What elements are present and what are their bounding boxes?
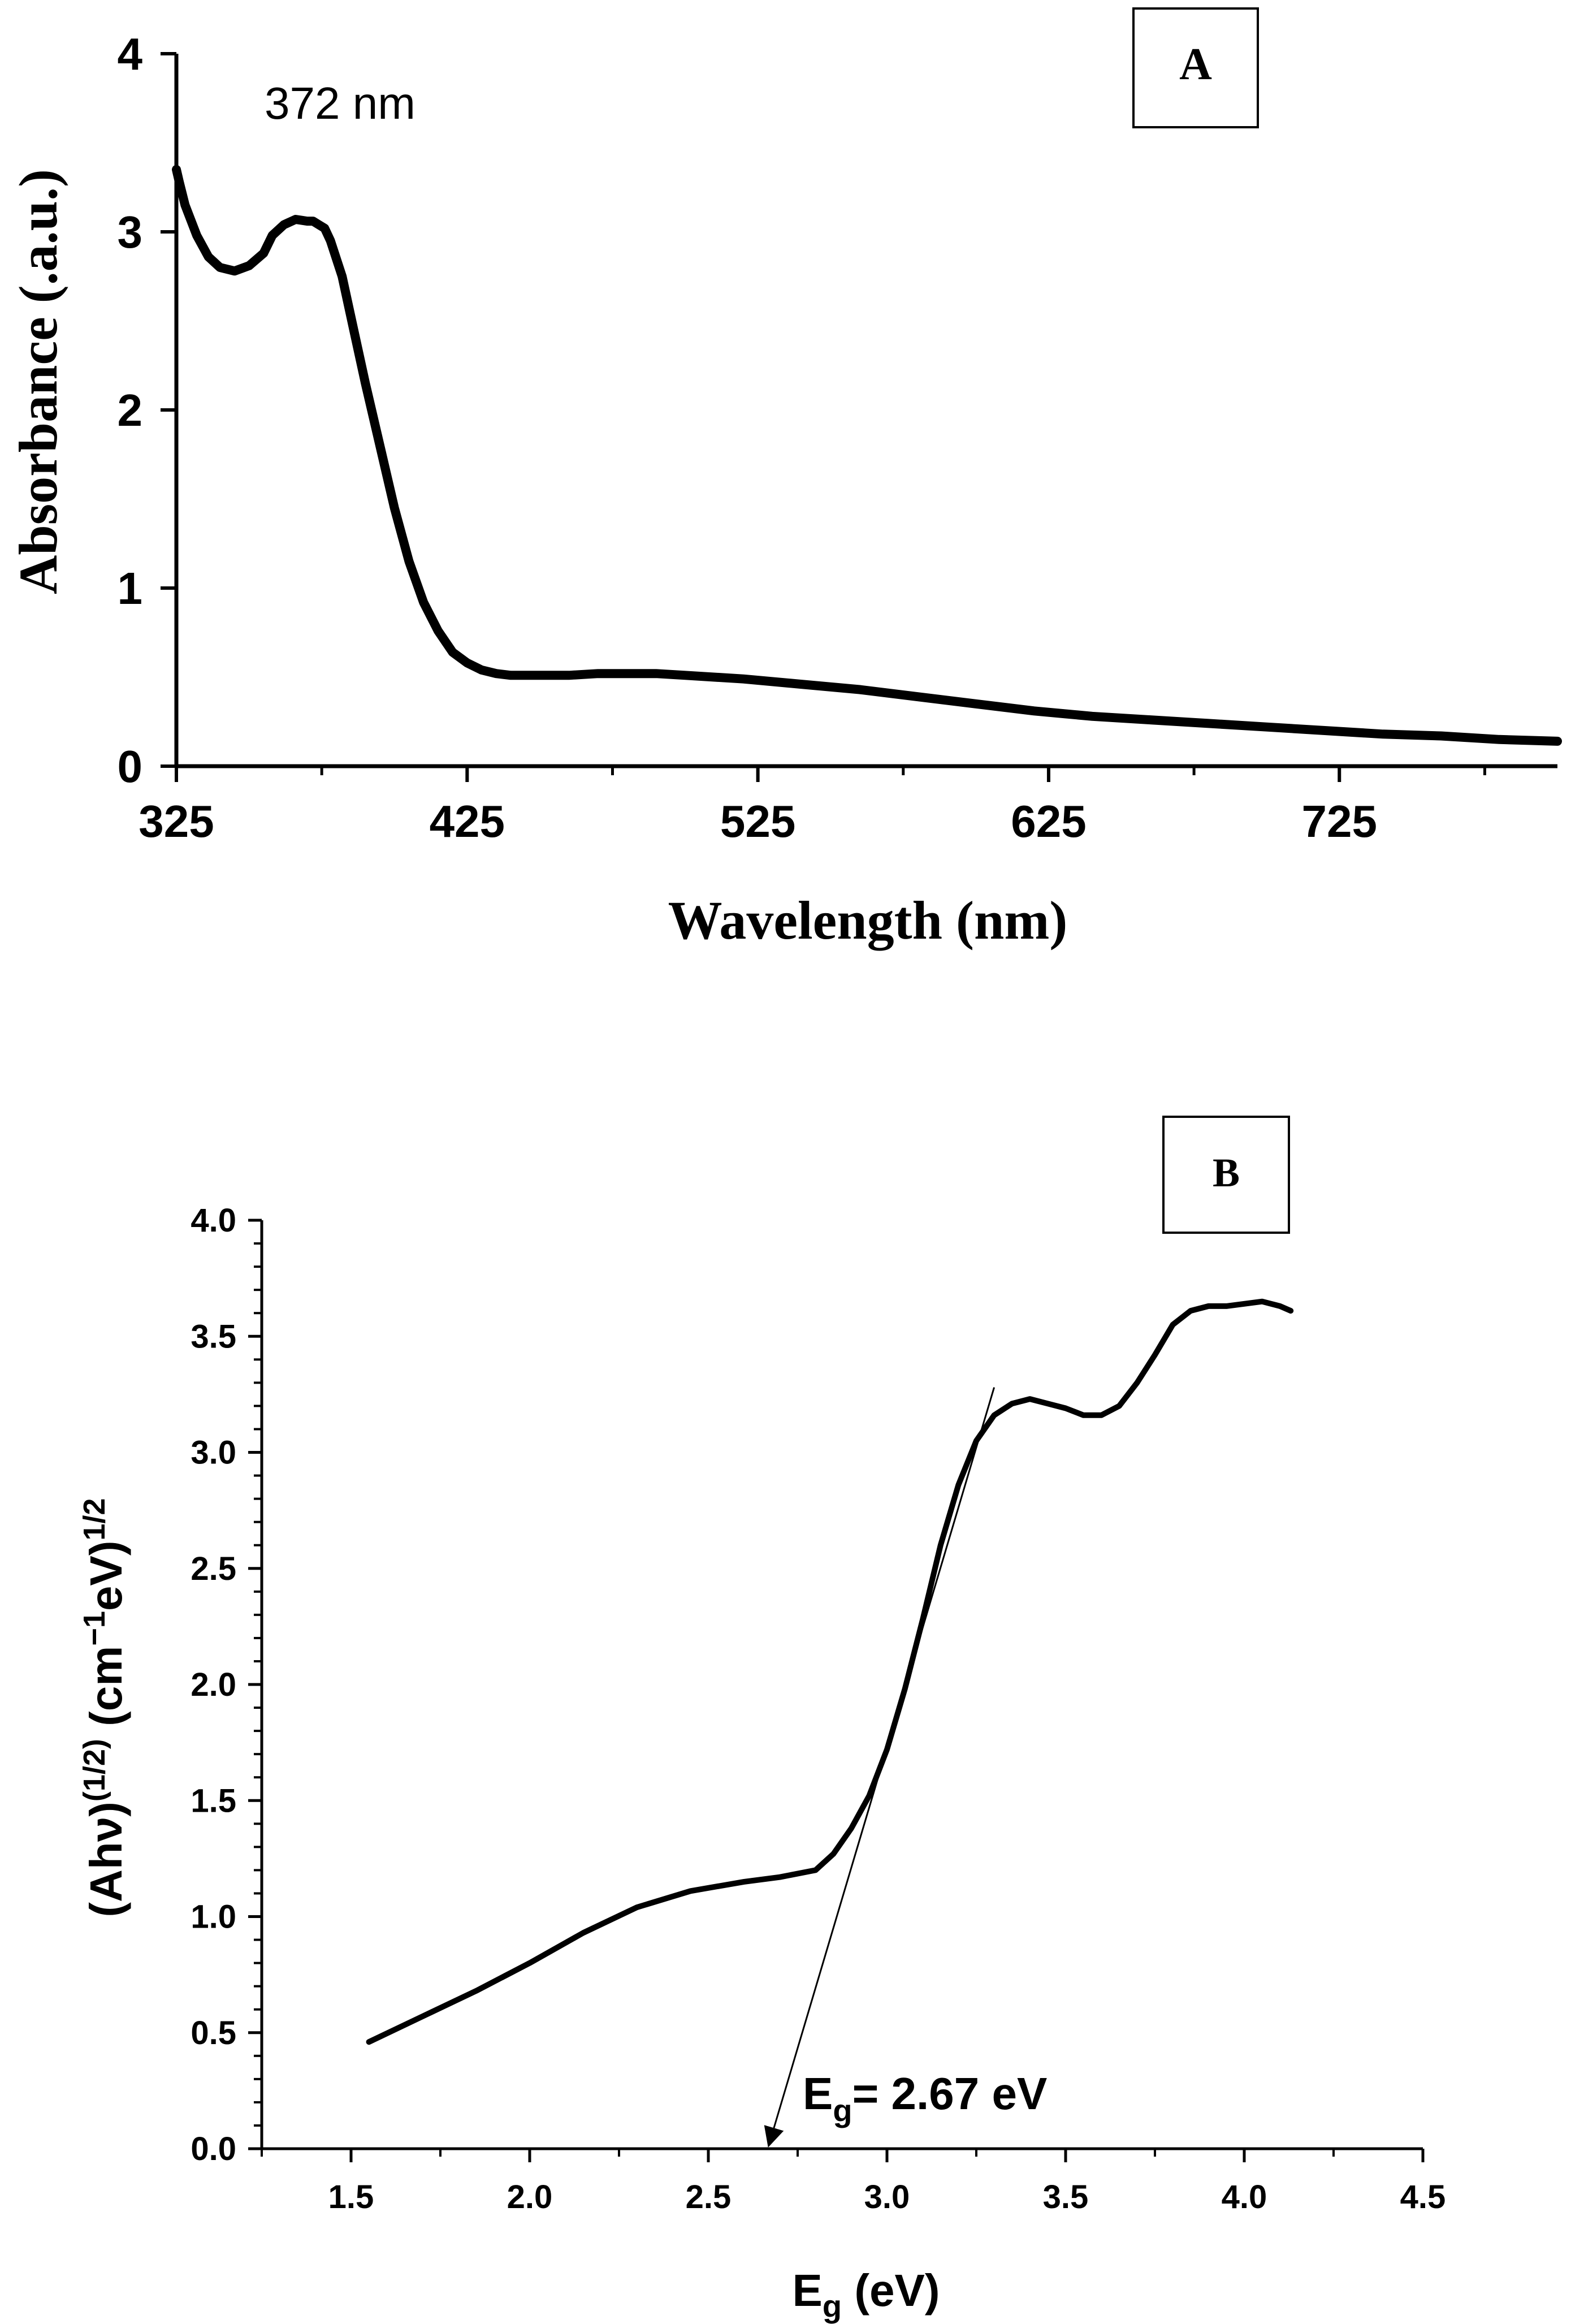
- panel-b-y-tick-label: 0.0: [191, 2131, 236, 2167]
- panel-a-x-tick-label: 525: [720, 796, 795, 846]
- panel-b-x-label-main: E: [793, 2265, 823, 2316]
- panel-b-x-tick-label: 4.5: [1400, 2179, 1446, 2215]
- panel-b-y-tick-label: 2.5: [191, 1550, 236, 1587]
- panel-a-x-label: Wavelength (nm): [668, 890, 1068, 951]
- panel-b-x-label-sub: g: [823, 2288, 842, 2324]
- panel-b-y-tick-label: 3.5: [191, 1318, 236, 1355]
- panel-b-y-tick-label: 4.0: [191, 1202, 236, 1239]
- panel-b-y-tick-label: 0.5: [191, 2015, 236, 2051]
- panel-a-y-tick-label: 0: [118, 741, 143, 792]
- panel-b-x-ticks: 1.5 2.0 2.5 3.0 3.5 4.0 4.5: [261, 2149, 1446, 2215]
- panel-a-x-tick-label: 425: [430, 796, 505, 846]
- panel-b-annotation-main: E: [803, 2068, 833, 2119]
- panel-b-x-label: Eg (eV): [793, 2265, 940, 2324]
- panel-a-x-tick-label: 325: [139, 796, 214, 846]
- panel-a-x-tick-label: 725: [1302, 796, 1377, 846]
- panel-a-y-tick-label: 2: [118, 385, 143, 435]
- panel-b-x-tick-label: 3.5: [1043, 2179, 1089, 2215]
- panel-b-series-line: [366, 1298, 1294, 2045]
- panel-b-tangent-arrow: [764, 1387, 996, 2148]
- panel-b-x-tick-label: 4.0: [1222, 2179, 1267, 2215]
- panel-b-x-tick-label: 2.5: [686, 2179, 732, 2215]
- panel-a-label-box: [1132, 7, 1259, 128]
- panel-a-y-label: Absorbance (.a.u.): [8, 169, 68, 594]
- panel-a-series-line: [172, 165, 1562, 746]
- panel-b-series: [366, 1298, 1294, 2045]
- panel-a-y-tick-label: 4: [118, 29, 143, 79]
- panel-b-label-box: [1162, 1116, 1290, 1234]
- panel-b-y-tick-label: 1.5: [191, 1782, 236, 1819]
- panel-b-x-label-rest: (eV): [842, 2265, 940, 2316]
- panel-b-x-tick-label: 2.0: [507, 2179, 553, 2215]
- panel-a-y-tick-label: 3: [118, 207, 143, 257]
- panel-b-y-ticks: 0.0 0.5 1.0 1.5 2.0 2.5 3.0 3.5 4.0: [191, 1202, 262, 2167]
- panel-b-x-tick-label: 1.5: [328, 2179, 374, 2215]
- panel-b-y-label-mid: (cm: [81, 1646, 131, 1739]
- panel-b-y-label-sup2: −1: [77, 1611, 111, 1646]
- panel-b-label: B: [1213, 1150, 1240, 1195]
- panel-b-annotation-sub: g: [833, 2093, 852, 2128]
- panel-b-y-label-end: eV): [81, 1541, 131, 1612]
- panel-b-annotation: Eg= 2.67 eV: [803, 2068, 1047, 2128]
- panel-b-annotation-rest: = 2.67 eV: [852, 2068, 1048, 2119]
- panel-a-series: [172, 165, 1562, 746]
- panel-a-y-tick-label: 1: [118, 563, 143, 614]
- panel-a-x-tick-label: 625: [1011, 796, 1086, 846]
- panel-b-y-label-sup3: 1/2: [77, 1498, 111, 1540]
- panel-b-y-label-sup1: (1/2): [77, 1739, 111, 1802]
- panel-a-annotation: 372 nm: [265, 78, 416, 128]
- panel-b-y-label: (Ahν)(1/2) (cm−1eV)1/2: [77, 1498, 131, 1917]
- panel-b-y-tick-label: 2.0: [191, 1666, 236, 1703]
- panel-a-label: A: [1179, 40, 1212, 89]
- panel-b-y-tick-label: 1.0: [191, 1899, 236, 1936]
- panel-b-chart: 1.5 2.0 2.5 3.0 3.5 4.0 4.5 0.0 0.5 1.0 1.5 2.0 2.5…: [77, 1116, 1446, 2324]
- panel-b-y-label-main: (Ahν): [81, 1802, 131, 1917]
- panel-b-y-tick-label: 3.0: [191, 1435, 236, 1471]
- panel-a-x-ticks: 325 425 525 625 725: [139, 766, 1486, 846]
- panel-b-x-tick-label: 3.0: [864, 2179, 910, 2215]
- panel-a-chart: 325 425 525 625 725 0 1 2 3 4 372 nm A Wavelengt…: [8, 7, 1562, 951]
- panel-a-y-ticks: 0 1 2 3 4: [118, 29, 176, 792]
